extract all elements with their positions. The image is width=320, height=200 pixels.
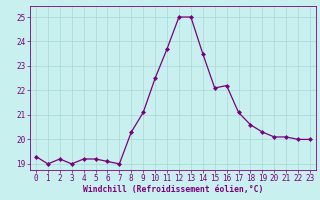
X-axis label: Windchill (Refroidissement éolien,°C): Windchill (Refroidissement éolien,°C) — [83, 185, 263, 194]
